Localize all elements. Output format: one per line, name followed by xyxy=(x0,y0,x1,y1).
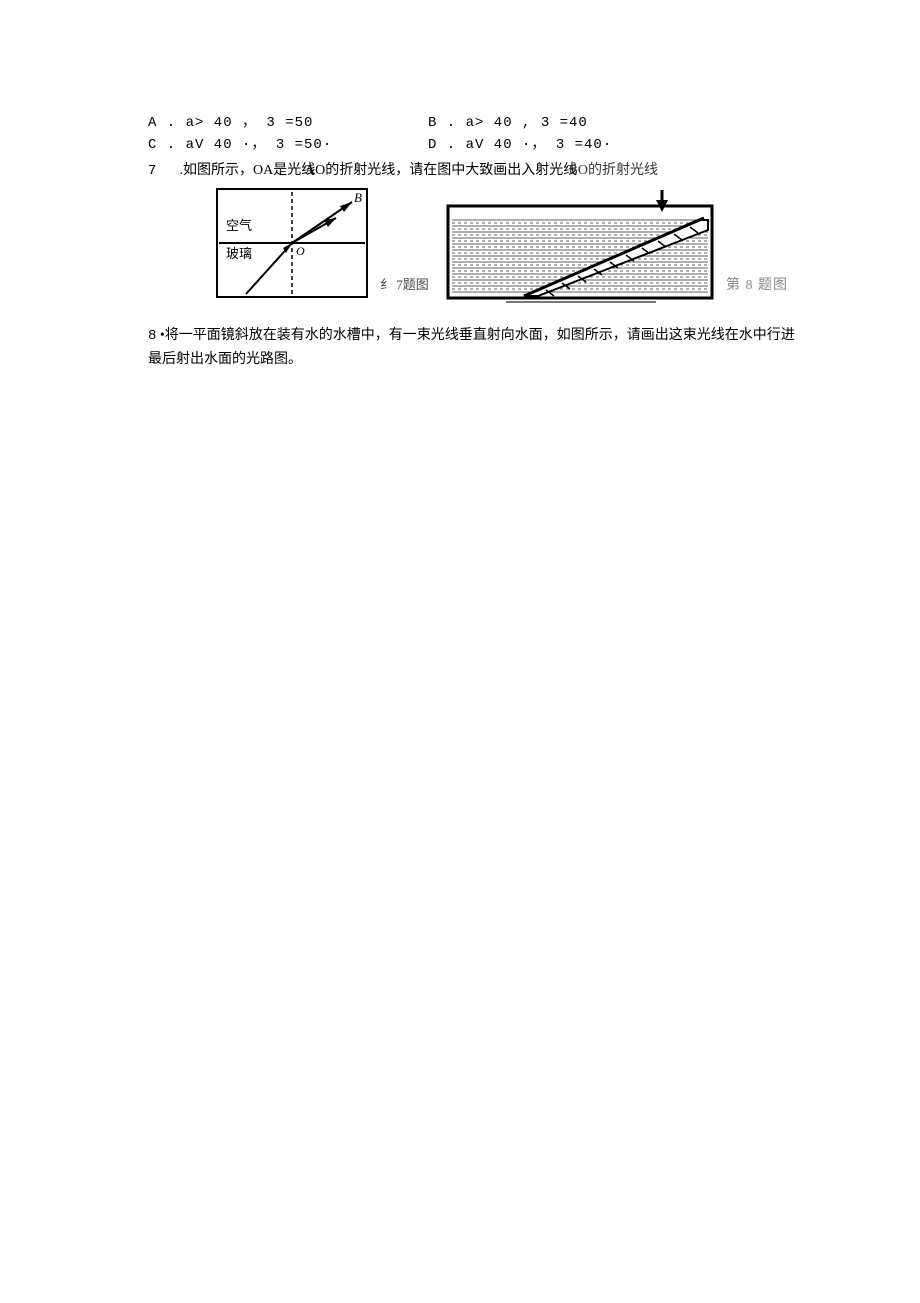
q7-text-1: .如图所示，OA是光线 xyxy=(180,160,302,182)
q8-text: •将一平面镜斜放在装有水的水槽中，有一束光线垂直射向水面，如图所示，请画出这束光… xyxy=(148,328,795,367)
option-d: D . aV 40 ·， 3 =40· xyxy=(428,134,612,156)
q7-text-3: BO的折射光线 xyxy=(569,160,658,182)
option-c: C . aV 40 ·， 3 =50· xyxy=(148,134,428,156)
question-8: 8 •将一平面镜斜放在装有水的水槽中，有一束光线垂直射向水面，如图所示，请画出这… xyxy=(148,324,808,372)
fig7-label-o: O xyxy=(296,244,305,258)
fig7-label-air: 空气 xyxy=(226,218,252,233)
q7-text-2: AO的折射光线，请在图中大致画出入射光线 xyxy=(305,160,565,182)
fig7-label-glass: 玻璃 xyxy=(226,246,252,261)
q7-number: 7 xyxy=(148,160,176,182)
question-7: 7 .如图所示，OA是光线 AO的折射光线，请在图中大致画出入射光线 BO的折射… xyxy=(148,160,808,182)
option-b: B . a> 40 , 3 =40 xyxy=(428,112,588,134)
figure-8-caption: 第 8 题图 xyxy=(726,274,788,294)
figure-7: 空气 玻璃 B O xyxy=(216,188,368,305)
fig7-label-b: B xyxy=(354,190,362,205)
figure-8 xyxy=(446,190,714,309)
option-a: A . a> 40 ， 3 =50 xyxy=(148,112,428,134)
figure-7-caption: 纟 7题图 xyxy=(380,274,429,293)
